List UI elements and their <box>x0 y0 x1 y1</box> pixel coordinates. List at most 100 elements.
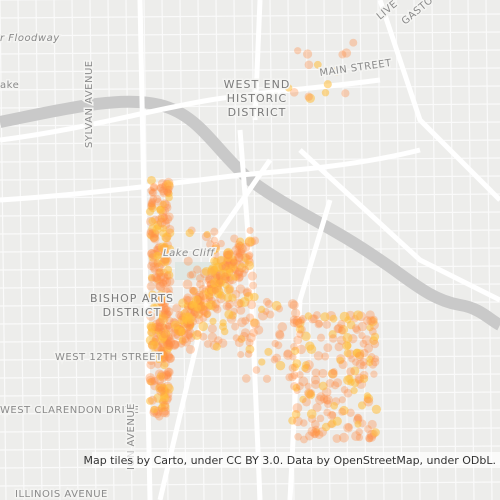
point <box>287 299 298 309</box>
point <box>154 262 164 272</box>
point <box>237 317 247 328</box>
point <box>236 305 246 315</box>
point <box>220 327 229 336</box>
point <box>338 326 346 335</box>
point <box>156 184 164 192</box>
point <box>247 271 257 281</box>
point <box>331 67 341 76</box>
point <box>292 315 303 326</box>
point <box>150 405 158 414</box>
point <box>149 233 159 243</box>
point <box>211 286 219 294</box>
street <box>107 0 115 500</box>
incident-points <box>145 38 382 444</box>
street <box>0 49 500 55</box>
point <box>148 257 158 268</box>
point <box>336 356 345 365</box>
point <box>164 307 174 316</box>
point <box>160 323 168 331</box>
point <box>312 428 321 437</box>
point <box>237 350 245 359</box>
point <box>371 404 382 415</box>
point <box>183 293 193 303</box>
point <box>196 280 205 289</box>
map-label: WEST END <box>224 78 291 91</box>
point <box>291 409 301 419</box>
point <box>156 272 166 282</box>
point <box>246 332 256 343</box>
street <box>377 0 385 500</box>
point <box>250 318 259 327</box>
point <box>370 357 380 367</box>
point <box>156 205 166 215</box>
point <box>189 287 198 295</box>
point <box>307 426 318 437</box>
point <box>148 200 156 208</box>
point <box>146 397 154 405</box>
map-label: HISTORIC <box>227 92 287 105</box>
point <box>316 333 326 342</box>
point <box>316 414 325 423</box>
point <box>159 224 168 232</box>
point <box>300 419 308 427</box>
point <box>245 251 254 259</box>
point <box>178 336 187 344</box>
point <box>368 327 377 336</box>
point <box>271 339 279 348</box>
point <box>299 395 307 404</box>
point <box>165 353 175 363</box>
point <box>146 321 157 332</box>
point <box>150 340 159 350</box>
point <box>157 404 166 413</box>
point <box>183 256 193 266</box>
point <box>323 408 332 417</box>
point <box>224 309 234 319</box>
point <box>330 368 338 376</box>
point <box>155 281 166 292</box>
point <box>330 401 339 410</box>
point <box>165 337 176 348</box>
point <box>229 258 238 266</box>
map-label: BISHOP ARTS <box>90 292 174 305</box>
point <box>163 188 172 197</box>
point <box>266 310 275 319</box>
point <box>239 331 249 342</box>
street <box>53 0 61 500</box>
point <box>171 340 180 349</box>
point <box>216 277 224 285</box>
point <box>159 256 170 267</box>
point <box>305 431 314 441</box>
point <box>157 346 165 354</box>
point <box>202 294 210 302</box>
point <box>363 396 374 407</box>
point <box>161 276 170 285</box>
point <box>241 374 251 383</box>
point <box>170 329 181 339</box>
point <box>158 407 169 418</box>
point <box>147 201 157 211</box>
point <box>163 367 173 377</box>
point <box>147 395 158 405</box>
point <box>150 376 159 385</box>
street <box>0 427 500 433</box>
point <box>160 199 170 209</box>
point <box>271 300 282 311</box>
point <box>212 262 222 272</box>
point <box>210 236 218 244</box>
street <box>0 13 500 19</box>
street <box>89 0 97 500</box>
point <box>290 343 298 351</box>
point <box>257 310 268 321</box>
point <box>156 217 167 228</box>
point <box>344 316 352 324</box>
point <box>148 203 157 213</box>
street <box>0 409 500 415</box>
point <box>178 298 188 308</box>
point <box>207 332 218 342</box>
point <box>182 279 193 290</box>
point <box>352 348 362 358</box>
point <box>357 321 368 332</box>
point <box>245 338 254 347</box>
point <box>304 388 314 399</box>
point <box>249 328 258 337</box>
